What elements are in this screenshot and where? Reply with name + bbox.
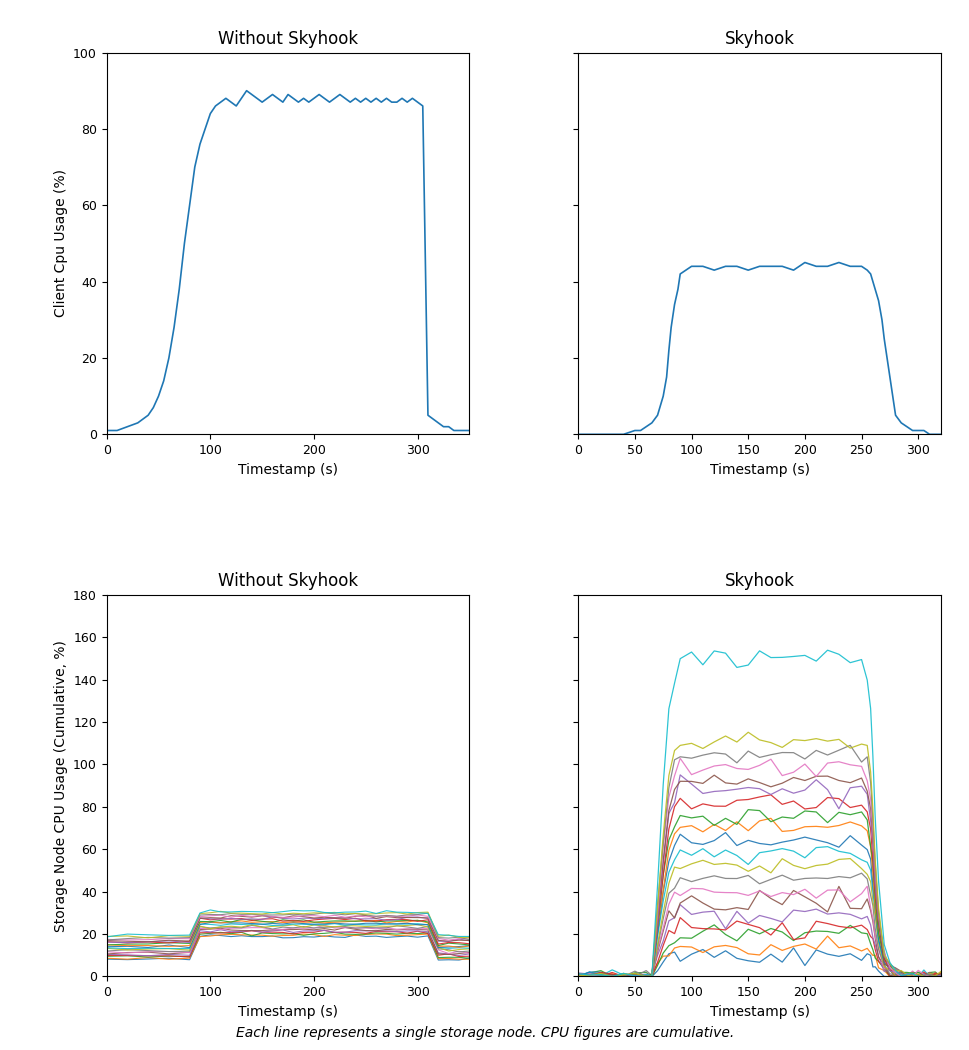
X-axis label: Timestamp (s): Timestamp (s): [708, 463, 809, 477]
Y-axis label: Storage Node CPU Usage (Cumulative, %): Storage Node CPU Usage (Cumulative, %): [53, 639, 68, 931]
Title: Without Skyhook: Without Skyhook: [218, 572, 358, 590]
Title: Without Skyhook: Without Skyhook: [218, 30, 358, 48]
X-axis label: Timestamp (s): Timestamp (s): [237, 463, 338, 477]
Title: Skyhook: Skyhook: [724, 30, 794, 48]
X-axis label: Timestamp (s): Timestamp (s): [237, 1005, 338, 1018]
Title: Skyhook: Skyhook: [724, 572, 794, 590]
X-axis label: Timestamp (s): Timestamp (s): [708, 1005, 809, 1018]
Text: Each line represents a single storage node. CPU figures are cumulative.: Each line represents a single storage no…: [235, 1026, 734, 1040]
Y-axis label: Client Cpu Usage (%): Client Cpu Usage (%): [53, 169, 68, 317]
